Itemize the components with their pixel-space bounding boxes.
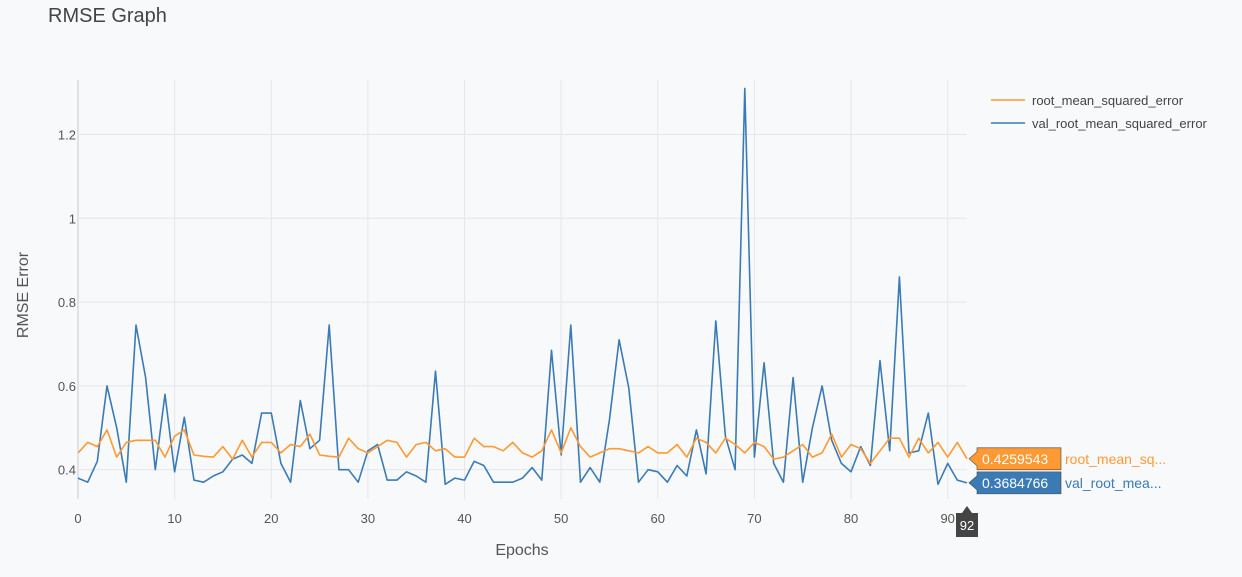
series-line-val_root_mean_squared_error[interactable]: [77, 87, 968, 486]
hover-x-box: [956, 506, 978, 537]
x-axis-title: Epochs: [495, 542, 548, 559]
y-tick-label: 0.6: [58, 379, 76, 394]
hover-series-name: val_root_mea...: [1065, 475, 1162, 491]
hover-box: [968, 447, 1062, 471]
legend-label[interactable]: root_mean_squared_error: [1032, 93, 1184, 108]
x-tick-label: 50: [554, 511, 568, 526]
y-tick-label: 1: [69, 211, 76, 226]
series-layer: [77, 87, 968, 486]
grid-lines: [77, 80, 967, 499]
x-tick-label: 80: [844, 511, 858, 526]
y-tick-label: 0.8: [58, 295, 76, 310]
x-tick-label: 0: [74, 511, 81, 526]
hover-tooltip: 0.4259543 root_mean_sq... 0.3684766 val_roo…: [956, 447, 1166, 537]
hover-value: 0.3684766: [982, 475, 1048, 491]
y-axis-ticks: 0.4 0.6 0.8 1 1.2: [58, 127, 76, 477]
x-axis-ticks: 0 10 20 30 40 50 60 70 80 90: [74, 511, 955, 526]
series-line-root_mean_squared_error[interactable]: [77, 426, 968, 465]
x-tick-label: 30: [361, 511, 375, 526]
y-tick-label: 1.2: [58, 127, 76, 142]
x-tick-label: 70: [747, 511, 761, 526]
legend: root_mean_squared_error val_root_mean_squ…: [991, 93, 1208, 131]
hover-x-label: 92: [960, 518, 974, 533]
x-tick-label: 20: [264, 511, 278, 526]
x-tick-label: 60: [651, 511, 665, 526]
x-tick-label: 10: [167, 511, 181, 526]
hover-box: [968, 471, 1062, 495]
hover-value: 0.4259543: [982, 451, 1048, 467]
y-tick-label: 0.4: [58, 463, 76, 478]
x-tick-label: 40: [457, 511, 471, 526]
x-tick-label: 90: [940, 511, 954, 526]
chart-title: RMSE Graph: [48, 5, 167, 27]
y-axis-title: RMSE Error: [15, 251, 32, 338]
legend-label[interactable]: val_root_mean_squared_error: [1032, 116, 1208, 131]
hover-series-name: root_mean_sq...: [1065, 451, 1166, 467]
